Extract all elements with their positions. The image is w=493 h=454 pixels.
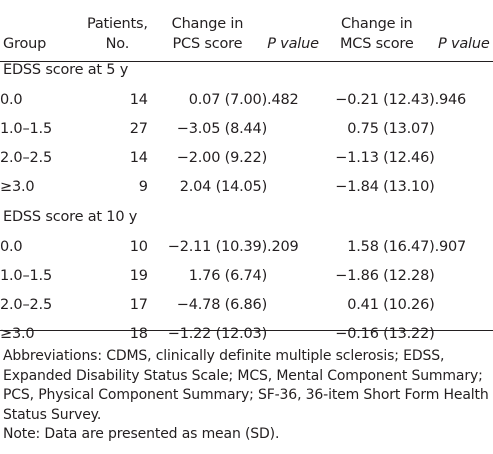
table-footnotes: Abbreviations: CDMS, clinically definite… <box>3 347 491 445</box>
cell-mcs: −1.84 (13.10) <box>335 178 435 195</box>
cell-pcs-p <box>267 172 319 201</box>
cell-patients: 17 <box>129 296 148 313</box>
header-pcs-p-value: P value <box>267 36 319 52</box>
cell-pcs: −2.11 (10.39) <box>167 238 268 255</box>
cell-pcs: −3.05 (8.44) <box>176 120 268 137</box>
cell-mcs-p: .907 <box>434 238 467 255</box>
header-pcs-line2: PCS score <box>172 36 243 52</box>
cell-mcs: −0.21 (12.43) <box>335 91 435 108</box>
cell-mcs-p <box>435 261 493 290</box>
section-title: EDSS score at 5 y <box>3 61 129 78</box>
cell-patients: 14 <box>129 91 148 108</box>
table-row: 2.0–2.5 14 −2.00 (9.22) −1.13 (12.46) <box>0 143 493 172</box>
cell-group: 2.0–2.5 <box>0 149 52 166</box>
table-row: 2.0–2.5 17 −4.78 (6.86) 0.41 (10.26) <box>0 290 493 319</box>
cell-pcs: 1.76 (6.74) <box>188 267 268 284</box>
cell-mcs: 1.58 (16.47) <box>347 238 435 255</box>
header-pcs: Change in PCS score <box>148 0 267 54</box>
header-patients-line2: No. <box>105 36 130 52</box>
section-title: EDSS score at 10 y <box>3 208 138 225</box>
table-bottom-rule <box>0 330 493 331</box>
cell-pcs-p <box>267 114 319 143</box>
cell-group: ≥3.0 <box>0 178 35 195</box>
cell-pcs-p <box>267 290 319 319</box>
data-note: Note: Data are presented as mean (SD). <box>3 426 280 442</box>
table-row: 0.0 10 −2.11 (10.39) .209 1.58 (16.47) .… <box>0 232 493 261</box>
cell-group: 1.0–1.5 <box>0 267 52 284</box>
cell-pcs: −2.00 (9.22) <box>176 149 268 166</box>
cell-mcs-p <box>435 114 493 143</box>
cell-pcs-p: .209 <box>267 238 299 255</box>
table-row: 1.0–1.5 27 −3.05 (8.44) 0.75 (13.07) <box>0 114 493 143</box>
table-row: ≥3.0 9 2.04 (14.05) −1.84 (13.10) <box>0 172 493 201</box>
header-rule <box>0 61 493 62</box>
cell-pcs-p <box>267 143 319 172</box>
header-mcs-p-value: P value <box>438 36 490 52</box>
cell-patients: 27 <box>129 120 148 137</box>
abbreviations-note: Abbreviations: CDMS, clinically definite… <box>3 348 489 423</box>
cell-patients: 19 <box>129 267 148 284</box>
cell-mcs: −1.86 (12.28) <box>335 267 435 284</box>
header-mcs-line1: Change in <box>341 16 413 32</box>
cell-mcs: −0.16 (13.22) <box>335 325 435 342</box>
cell-mcs-p <box>435 290 493 319</box>
cell-patients: 10 <box>129 238 148 255</box>
cell-pcs: 0.07 (7.00) <box>188 91 268 108</box>
cell-patients: 18 <box>129 325 148 342</box>
cell-pcs: −1.22 (12.03) <box>167 325 268 342</box>
cell-mcs-p <box>435 319 493 348</box>
header-row: Group Patients, No. Change in PCS score … <box>0 0 493 54</box>
cell-group: 0.0 <box>0 238 23 255</box>
cell-pcs-p <box>267 319 319 348</box>
table-row: 0.0 14 0.07 (7.00) .482 −0.21 (12.43) .9… <box>0 85 493 114</box>
cell-mcs-p: .946 <box>434 91 467 108</box>
header-group: Group <box>3 36 47 52</box>
header-mcs: Change in MCS score <box>319 0 435 54</box>
cell-mcs: 0.75 (13.07) <box>347 120 435 137</box>
cell-mcs-p <box>435 143 493 172</box>
table-row: 1.0–1.5 19 1.76 (6.74) −1.86 (12.28) <box>0 261 493 290</box>
cell-pcs: −4.78 (6.86) <box>176 296 268 313</box>
header-pcs-line1: Change in <box>171 16 244 32</box>
section-row-10y: EDSS score at 10 y <box>0 201 493 232</box>
cell-patients: 9 <box>138 178 148 195</box>
cell-group: 2.0–2.5 <box>0 296 52 313</box>
cell-pcs: 2.04 (14.05) <box>179 178 268 195</box>
table-row: ≥3.0 18 −1.22 (12.03) −0.16 (13.22) <box>0 319 493 348</box>
cell-group: 1.0–1.5 <box>0 120 52 137</box>
results-table: Group Patients, No. Change in PCS score … <box>0 0 493 348</box>
cell-pcs-p: .482 <box>267 91 299 108</box>
section-row-5y: EDSS score at 5 y <box>0 54 493 85</box>
cell-patients: 14 <box>129 149 148 166</box>
cell-group: ≥3.0 <box>0 325 35 342</box>
cell-mcs-p <box>435 172 493 201</box>
cell-mcs: 0.41 (10.26) <box>347 296 435 313</box>
cell-group: 0.0 <box>0 91 23 108</box>
header-mcs-line2: MCS score <box>339 36 414 52</box>
cell-pcs-p <box>267 261 319 290</box>
header-patients-line1: Patients, <box>86 16 148 32</box>
cell-mcs: −1.13 (12.46) <box>335 149 435 166</box>
header-patients: Patients, No. <box>87 0 148 54</box>
